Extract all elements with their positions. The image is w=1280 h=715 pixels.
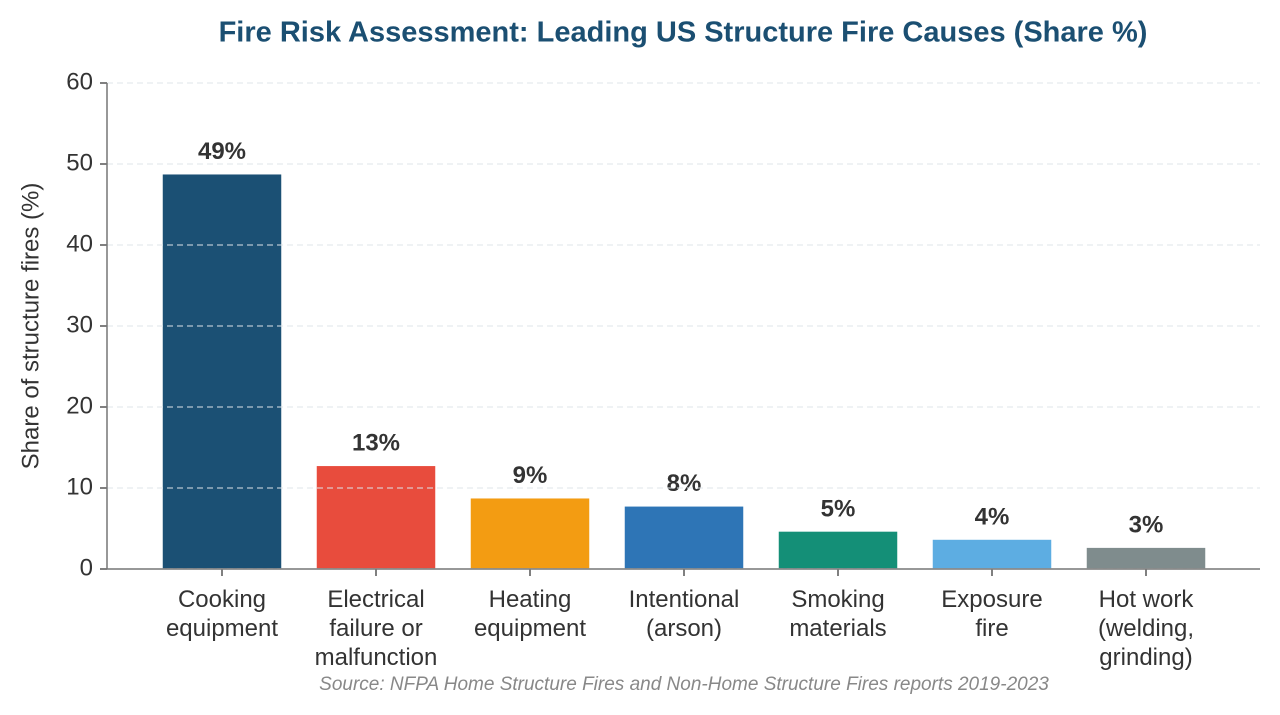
bar	[777, 530, 899, 570]
bar	[1085, 546, 1207, 570]
data-label: 9%	[513, 462, 548, 489]
y-tick-label: 50	[66, 149, 93, 176]
y-tick-label: 10	[66, 473, 93, 500]
data-label: 3%	[1129, 511, 1164, 538]
y-tick-label: 40	[66, 230, 93, 257]
y-tick-label: 20	[66, 392, 93, 419]
bar	[623, 505, 745, 570]
data-label: 13%	[352, 430, 400, 457]
bar	[161, 172, 283, 570]
y-axis-label: Share of structure fires (%)	[17, 183, 44, 470]
bar	[931, 538, 1053, 570]
data-label: 8%	[667, 470, 702, 497]
bar	[469, 496, 591, 570]
y-tick-label: 30	[66, 311, 93, 338]
x-tick-label: Exposure fire	[941, 586, 1043, 642]
y-tick-label: 60	[66, 68, 93, 95]
x-tick-label: Cooking equipment	[165, 586, 279, 642]
data-label: 5%	[821, 495, 856, 522]
chart-title: Fire Risk Assessment: Leading US Structu…	[219, 17, 1148, 49]
x-tick-label: Intentional (arson)	[628, 586, 740, 642]
y-tick-label: 0	[80, 554, 93, 581]
bar	[315, 464, 437, 570]
data-label: 4%	[975, 503, 1010, 530]
data-label: 49%	[198, 138, 246, 165]
source-note: Source: NFPA Home Structure Fires and No…	[319, 674, 1049, 695]
x-tick-label: Electrical failure or malfunction	[314, 586, 438, 671]
x-tick-label: Hot work (welding, grinding)	[1097, 586, 1195, 671]
x-tick-label: Smoking materials	[789, 586, 887, 642]
x-tick-label: Heating equipment	[473, 586, 587, 642]
